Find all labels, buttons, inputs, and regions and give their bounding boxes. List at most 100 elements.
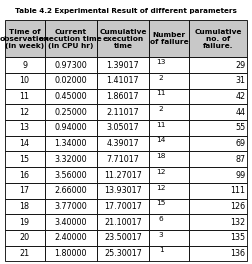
Text: 1.80000: 1.80000 <box>54 249 87 258</box>
Text: 1: 1 <box>159 247 164 253</box>
Text: 13: 13 <box>20 123 29 133</box>
Text: 1.41017: 1.41017 <box>107 76 139 85</box>
Bar <box>149 20 189 57</box>
Text: 3: 3 <box>159 232 163 238</box>
Text: 132: 132 <box>230 218 245 227</box>
Text: 29: 29 <box>235 61 245 70</box>
Text: 2.11017: 2.11017 <box>107 108 139 117</box>
Bar <box>97 20 149 57</box>
Text: 12: 12 <box>19 108 30 117</box>
Text: 23.50017: 23.50017 <box>104 233 142 242</box>
Bar <box>45 120 97 136</box>
Bar <box>97 230 149 246</box>
Text: Cumulative
no. of
failure.: Cumulative no. of failure. <box>195 29 242 49</box>
Text: 17: 17 <box>19 186 30 195</box>
Bar <box>45 183 97 199</box>
Bar <box>5 57 45 73</box>
Bar <box>45 199 97 214</box>
Text: 6: 6 <box>159 216 163 222</box>
Bar <box>5 152 45 167</box>
Text: 14: 14 <box>20 139 29 148</box>
Text: 0.45000: 0.45000 <box>54 92 87 101</box>
Text: 10: 10 <box>20 76 29 85</box>
Text: 12: 12 <box>156 169 166 175</box>
Bar <box>97 89 149 104</box>
Bar <box>189 183 247 199</box>
Bar <box>149 73 189 89</box>
Bar <box>189 104 247 120</box>
Bar <box>189 230 247 246</box>
Text: 13.93017: 13.93017 <box>104 186 142 195</box>
Bar <box>97 183 149 199</box>
Bar <box>45 136 97 152</box>
Bar <box>45 104 97 120</box>
Text: 1.39017: 1.39017 <box>107 61 139 70</box>
Text: 3.56000: 3.56000 <box>54 171 87 180</box>
Bar <box>189 20 247 57</box>
Bar <box>5 246 45 261</box>
Text: 135: 135 <box>230 233 245 242</box>
Text: 69: 69 <box>235 139 245 148</box>
Text: 4.39017: 4.39017 <box>107 139 139 148</box>
Text: 21: 21 <box>19 249 30 258</box>
Bar <box>45 57 97 73</box>
Bar <box>5 183 45 199</box>
Bar <box>149 183 189 199</box>
Text: Number
of failure: Number of failure <box>150 32 188 45</box>
Bar <box>149 104 189 120</box>
Text: Cumulative
execution
time: Cumulative execution time <box>99 29 147 49</box>
Bar <box>189 89 247 104</box>
Text: 11: 11 <box>156 122 166 128</box>
Text: 15: 15 <box>156 200 166 206</box>
Bar <box>189 152 247 167</box>
Text: 20: 20 <box>19 233 30 242</box>
Bar <box>45 89 97 104</box>
Text: 3.40000: 3.40000 <box>54 218 87 227</box>
Bar <box>189 120 247 136</box>
Bar <box>97 120 149 136</box>
Text: 18: 18 <box>156 153 166 159</box>
Bar <box>97 57 149 73</box>
Text: 126: 126 <box>230 202 245 211</box>
Text: 14: 14 <box>156 138 166 143</box>
Text: 87: 87 <box>235 155 245 164</box>
Bar <box>5 120 45 136</box>
Bar <box>97 73 149 89</box>
Bar <box>5 167 45 183</box>
Bar <box>97 246 149 261</box>
Text: 17.70017: 17.70017 <box>104 202 142 211</box>
Text: 99: 99 <box>235 171 245 180</box>
Bar <box>149 89 189 104</box>
Bar <box>189 214 247 230</box>
Bar <box>45 230 97 246</box>
Bar <box>5 73 45 89</box>
Text: 9: 9 <box>22 61 27 70</box>
Bar <box>149 230 189 246</box>
Bar <box>189 167 247 183</box>
Bar <box>189 246 247 261</box>
Bar <box>97 136 149 152</box>
Bar <box>45 167 97 183</box>
Bar <box>149 152 189 167</box>
Text: Time of
observation
(in week): Time of observation (in week) <box>0 29 49 49</box>
Text: 0.25000: 0.25000 <box>54 108 87 117</box>
Text: 42: 42 <box>235 92 245 101</box>
Text: 1.86017: 1.86017 <box>107 92 139 101</box>
Bar <box>45 246 97 261</box>
Text: 25.30017: 25.30017 <box>104 249 142 258</box>
Text: 3.77000: 3.77000 <box>54 202 87 211</box>
Bar <box>149 246 189 261</box>
Bar <box>97 104 149 120</box>
Text: 2: 2 <box>159 106 164 112</box>
Text: 15: 15 <box>19 155 30 164</box>
Text: 11: 11 <box>20 92 29 101</box>
Bar <box>189 73 247 89</box>
Text: 2.40000: 2.40000 <box>54 233 87 242</box>
Text: 0.02000: 0.02000 <box>54 76 87 85</box>
Text: 3.05017: 3.05017 <box>107 123 139 133</box>
Bar <box>149 167 189 183</box>
Bar <box>149 214 189 230</box>
Text: 19: 19 <box>19 218 30 227</box>
Bar <box>5 104 45 120</box>
Bar <box>97 152 149 167</box>
